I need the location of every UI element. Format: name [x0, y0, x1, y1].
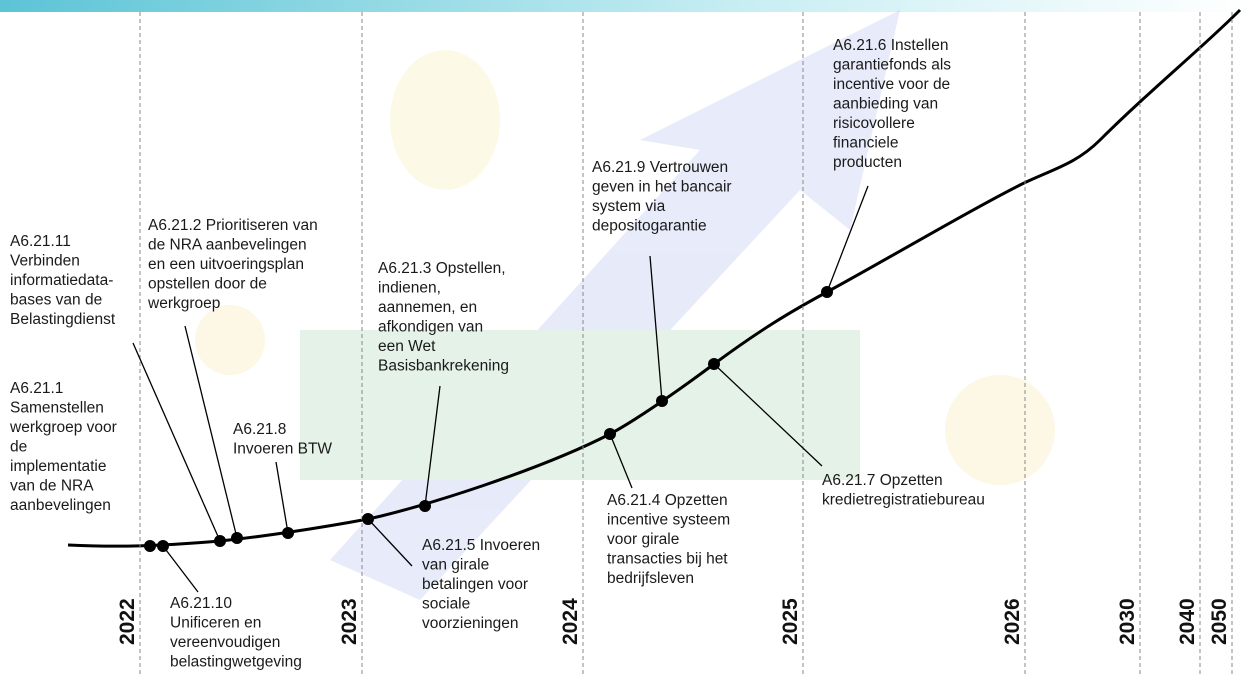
leader-line: [609, 433, 633, 489]
milestone-line: Verbinden: [10, 253, 80, 270]
milestone-line: A6.21.3 Opstellen,: [378, 260, 506, 277]
year-label: 2022: [116, 598, 139, 645]
milestone-label: A6.21.8 Invoeren BTW: [233, 421, 332, 458]
leader-line: [132, 342, 221, 542]
milestone-line: A6.21.4 Opzetten: [607, 492, 728, 509]
top-bar: [0, 0, 1249, 12]
milestone-line: aanbevelingen: [10, 497, 111, 514]
milestone-line: aanbieding van: [833, 96, 938, 113]
milestone-dot: [157, 540, 169, 552]
milestone-label: A6.21.6 Instellen garantiefonds als incent…: [833, 37, 951, 171]
year-label: 2026: [1001, 598, 1024, 645]
milestone-line: bedrijfsleven: [607, 570, 694, 587]
milestone-label: A6.21.1 Samenstellen werkgroep voor de imple…: [9, 380, 117, 514]
milestone-line: opstellen door de: [148, 276, 267, 293]
year-label: 2024: [559, 598, 582, 645]
milestone-line: van de NRA: [10, 478, 94, 495]
leader-line: [424, 385, 441, 507]
milestone-dot: [231, 532, 243, 544]
milestone-dot: [362, 513, 374, 525]
milestone-dot: [708, 358, 720, 370]
milestone-line: Invoeren BTW: [233, 441, 332, 458]
milestone-line: belastingwetgeving: [170, 654, 302, 671]
milestone-dot: [282, 527, 294, 539]
milestone-line: A6.21.1: [10, 380, 63, 397]
milestone-line: voorzieningen: [422, 615, 519, 632]
milestone-line: A6.21.10: [170, 595, 232, 612]
milestone-line: system via: [592, 198, 666, 215]
milestone-line: financiele: [833, 135, 899, 152]
milestone-line: A6.21.2 Prioritiseren van: [148, 217, 318, 234]
milestone-line: indienen,: [378, 280, 441, 297]
milestone-line: incentive voor de: [833, 76, 950, 93]
milestone-dot: [214, 535, 226, 547]
milestone-line: Basisbankrekening: [378, 358, 509, 375]
leader-line: [275, 461, 289, 534]
milestone-line: aannemen, en: [378, 299, 477, 316]
timeline-curve: [67, 8, 1242, 548]
milestone-line: transacties bij het: [607, 551, 728, 568]
leader-line: [367, 518, 413, 567]
milestone-label: A6.21.2 Prioritiseren van de NRA aanbevel…: [147, 217, 318, 312]
milestone-dot: [821, 286, 833, 298]
milestone-line: voor girale: [607, 531, 679, 548]
milestone-label: A6.21.4 Opzetten incentive systeem voor gi…: [607, 492, 730, 587]
milestone-label: A6.21.11 Verbinden informatiedata-bases va…: [10, 233, 116, 328]
background-art: [195, 10, 1055, 600]
milestone-line: A6.21.7 Opzetten: [822, 472, 943, 489]
milestone-line: werkgroep voor: [9, 419, 117, 436]
milestone-line: A6.21.11: [10, 233, 71, 250]
milestone-line: informatiedata-: [10, 272, 113, 289]
milestone-dot: [604, 428, 616, 440]
year-label: 2023: [338, 598, 361, 645]
milestone-line: en een uitvoeringsplan: [148, 256, 304, 273]
leader-line: [713, 363, 823, 467]
milestone-dot: [656, 395, 668, 407]
milestone-label: A6.21.5 Invoeren van girale betalingen voo…: [422, 537, 540, 632]
milestone-line: Samenstellen: [10, 400, 104, 417]
milestone-dot: [419, 500, 431, 512]
year-label: 2025: [779, 598, 802, 645]
milestone-line: A6.21.6 Instellen: [833, 37, 948, 54]
milestone-line: van girale: [422, 557, 489, 574]
leader-line: [826, 185, 869, 293]
milestone-line: A6.21.8: [233, 421, 286, 438]
milestone-line: Belastingdienst: [10, 311, 116, 328]
milestone-line: afkondigen van: [378, 319, 483, 336]
milestone-line: Unificeren en: [170, 615, 261, 632]
milestone-label: A6.21.9 Vertrouwen geven in het bancair sy…: [592, 159, 732, 235]
milestone-line: bases van de: [10, 292, 102, 309]
milestone-label: A6.21.7 Opzetten kredietregistratiebureau: [822, 472, 985, 509]
milestone-line: geven in het bancair: [592, 179, 732, 196]
leader-line: [162, 545, 199, 593]
year-label: 2030: [1116, 598, 1139, 645]
milestone-line: een Wet: [378, 338, 436, 355]
milestone-line: implementatie: [10, 458, 107, 475]
milestone-line: garantiefonds als: [833, 57, 951, 74]
milestone-line: sociale: [422, 596, 470, 613]
milestone-line: A6.21.5 Invoeren: [422, 537, 540, 554]
leader-line: [649, 255, 663, 402]
milestone-line: de NRA aanbevelingen: [148, 237, 307, 254]
milestone-line: producten: [833, 154, 902, 171]
leader-line: [184, 325, 238, 539]
milestone-label: A6.21.10 Unificeren en vereenvoudigen belas…: [170, 595, 302, 671]
milestone-line: incentive systeem: [607, 512, 730, 529]
year-label: 2050: [1208, 598, 1231, 645]
milestone-line: werkgroep: [147, 295, 220, 312]
milestone-line: depositogarantie: [592, 218, 707, 235]
milestone-line: kredietregistratiebureau: [822, 492, 985, 509]
milestone-line: de: [10, 439, 27, 456]
milestone-line: A6.21.9 Vertrouwen: [592, 159, 728, 176]
milestone-line: vereenvoudigen: [170, 634, 280, 651]
year-label: 2040: [1176, 598, 1199, 645]
milestone-line: risicovollere: [833, 115, 915, 132]
milestone-dot: [144, 540, 156, 552]
milestone-label: A6.21.3 Opstellen, indienen, aannemen, en a…: [378, 260, 509, 375]
milestone-line: betalingen voor: [422, 576, 528, 593]
